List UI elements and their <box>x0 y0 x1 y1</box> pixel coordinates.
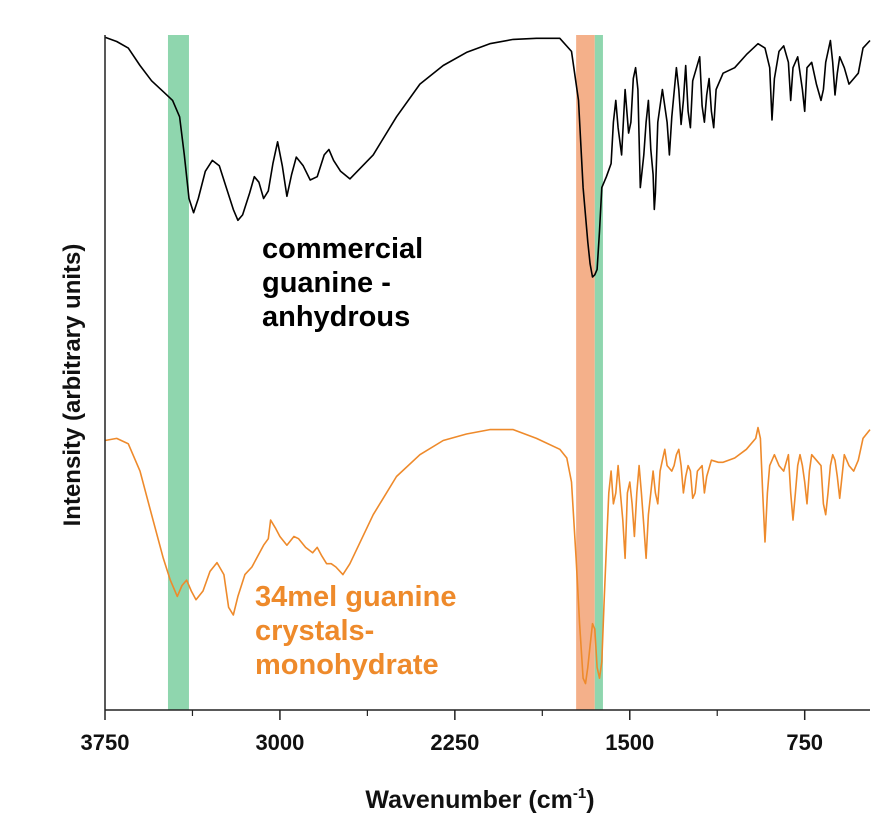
highlight-band-2 <box>576 35 595 710</box>
highlight-band-1 <box>167 35 189 710</box>
annotation-anhydrous: commercial guanine - anhydrous <box>262 233 431 333</box>
x-tick-label: 3750 <box>81 730 130 755</box>
axes <box>104 35 870 711</box>
x-tick-labels: 3750 3000 2250 1500 750 <box>81 730 824 755</box>
x-axis-title: Wavenumber (cm-1) <box>365 785 594 814</box>
x-ticks <box>104 710 806 720</box>
x-tick-label: 1500 <box>605 730 654 755</box>
x-tick-label: 750 <box>786 730 823 755</box>
annotation-monohydrate-line-3: monohydrate <box>255 649 439 681</box>
series-line-anhydrous <box>104 36 871 278</box>
annotation-anhydrous-line-3: anhydrous <box>262 301 410 333</box>
series-line-monohydrate <box>104 426 871 685</box>
x-tick-label: 3000 <box>255 730 304 755</box>
annotation-monohydrate-line-2: crystals- <box>255 615 374 647</box>
x-tick-label: 2250 <box>430 730 479 755</box>
annotation-monohydrate: 34mel guanine crystals- monohydrate <box>255 581 465 681</box>
y-axis-title: Intensity (arbitrary units) <box>59 244 86 527</box>
annotation-monohydrate-line-1: 34mel guanine <box>255 581 456 613</box>
series-layer <box>104 36 871 685</box>
highlight-band-3 <box>594 35 603 710</box>
highlight-bands <box>167 35 603 710</box>
annotation-anhydrous-line-2: guanine - <box>262 267 391 299</box>
annotation-anhydrous-line-1: commercial <box>262 233 423 265</box>
